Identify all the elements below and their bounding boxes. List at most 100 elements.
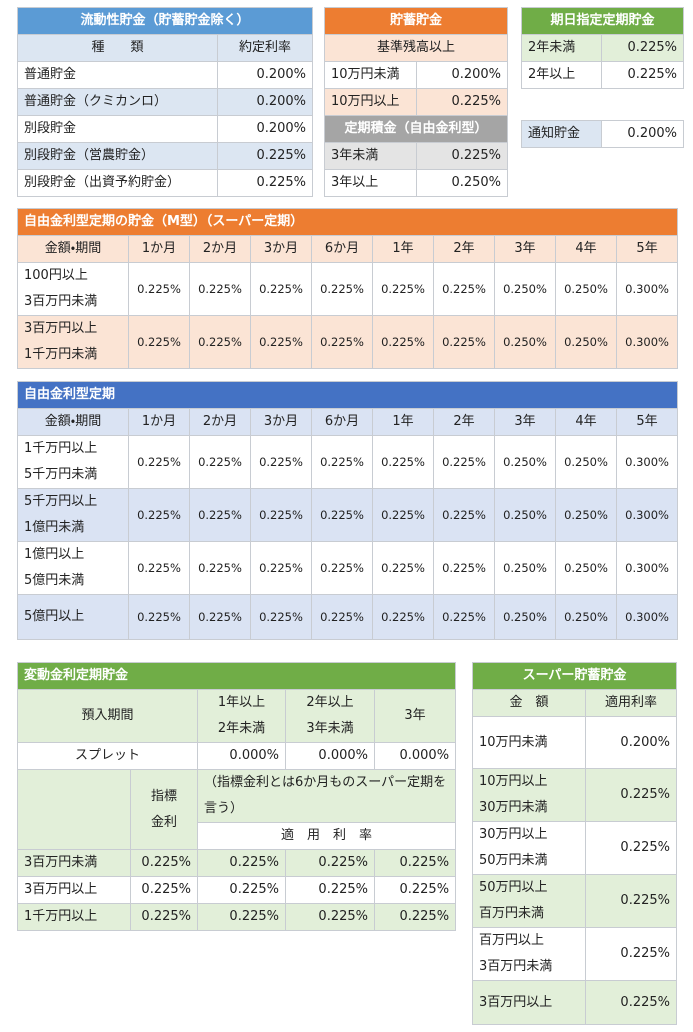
rate: 0.225% [433, 594, 495, 640]
column-header: 金額・期間 [17, 408, 129, 436]
column-header: 適 用 利 率 [196, 822, 457, 850]
rate: 0.225% [311, 435, 373, 489]
row-label: 別段貯金 [17, 115, 218, 143]
row-label: 10万円以上 [324, 88, 417, 116]
savings-table: 貯蓄貯金 基準残高以上 10万円未満 0.200% 10万円以上 0.225% 定期積金（自… [323, 7, 509, 197]
row: 5千万円以上 1億円未満 0.225% 0.225% 0.225% 0.225% 0.225… [17, 488, 679, 542]
column-header: 1年 [372, 235, 434, 263]
row: 通知貯金 0.200% [521, 120, 684, 148]
rate: 0.300% [615, 488, 679, 542]
row: 定期積金（自由金利型） [323, 115, 509, 143]
rate: 0.225% [130, 849, 198, 877]
rate: 0.225% [128, 315, 190, 369]
cell-line: 5億円以上 [24, 609, 85, 624]
rate: 0.300% [615, 315, 679, 369]
rate: 0.225% [189, 435, 251, 489]
rate: 0.225% [197, 876, 286, 904]
rate: 0.225% [189, 541, 251, 595]
row: 3百万円以上 0.225% [472, 980, 677, 1025]
cell-line: 1年以上 [217, 695, 266, 710]
rate: 0.225% [373, 849, 457, 877]
row-label: 普通貯金（クミカンロ） [17, 88, 218, 116]
row-label: 2年以上 [521, 61, 602, 89]
row-label: 1千万円以上 [17, 903, 131, 931]
rate: 0.225% [216, 169, 314, 197]
rate: 0.225% [433, 315, 495, 369]
row: 期日指定定期貯金 [520, 7, 685, 35]
rate: 0.225% [250, 594, 312, 640]
table-title: 定期積金（自由金利型） [323, 115, 509, 143]
cell-line: 3百万円以上 [479, 994, 553, 1010]
amount-range: 1億円以上 5億円未満 [17, 541, 129, 595]
amount-range: 5億円以上 [17, 594, 129, 640]
column-header: 1か月 [128, 408, 190, 436]
rate: 0.225% [433, 541, 495, 595]
row-label: 3百万円未満 [17, 849, 131, 877]
amount-range: 10万円未満 [472, 716, 586, 769]
rate: 0.200% [216, 88, 314, 116]
cell-line: 2年以上 [306, 695, 354, 710]
row: 金 額適用利率 [472, 689, 677, 717]
rate: 0.300% [615, 262, 679, 316]
super-savings-table: スーパー貯蓄貯金金 額適用利率 10万円未満 0.200% 10万円以上 30万円未満 0… [472, 662, 677, 1025]
rate: 0.225% [189, 315, 251, 369]
table-title: スーパー貯蓄貯金 [472, 662, 677, 690]
cell-line: 2年未満 [217, 721, 266, 736]
row: 自由金利型定期 [16, 381, 679, 409]
rate: 0.225% [128, 488, 190, 542]
amount-range: 100円以上 3百万円未満 [17, 262, 129, 316]
rate: 0.225% [197, 903, 286, 931]
column-header: 1年 [372, 408, 434, 436]
column-header: 3年 [494, 408, 556, 436]
rate: 0.225% [600, 61, 685, 89]
row: 変動金利定期貯金 [16, 662, 457, 690]
cell-line: 1千万円以上 [24, 441, 98, 456]
column-header: 4年 [555, 408, 617, 436]
row: 5億円以上 0.225% 0.225% 0.225% 0.225% 0.225% 0.225… [17, 594, 679, 640]
table-body: 流動性貯金（貯蓄貯金除く）種 類約定利率 普通貯金 0.200% 普通貯金（クミカンロ… [16, 7, 314, 197]
table-body: 通知貯金 0.200% [521, 120, 684, 148]
rate: 0.225% [373, 903, 457, 931]
table-title: 貯蓄貯金 [323, 7, 509, 35]
rate: 0.225% [250, 488, 312, 542]
row-label: 別段貯金（出資予約貯金） [17, 169, 218, 197]
row: 3百万円以上 1千万円未満 0.225% 0.225% 0.225% 0.225% 0.22… [17, 315, 679, 369]
row-label: 3年未満 [324, 142, 417, 170]
rate: 0.250% [555, 488, 617, 542]
column-header: 金 額 [472, 689, 586, 717]
row: 1千万円以上 5千万円未満 0.225% 0.225% 0.225% 0.225% 0.22… [17, 435, 679, 489]
super-teiki-table: 自由金利型定期の貯金（M型）（スーパー定期） 金額・期間 1か月 2か月 3か月 6か月 1… [16, 208, 679, 369]
cell-line: 5千万円以上 [24, 494, 98, 509]
rate: 0.250% [555, 435, 617, 489]
rate: 0.200% [585, 716, 677, 769]
column-header: 4年 [555, 235, 617, 263]
table-body: 変動金利定期貯金 預入期間 1年以上 2年未満 2年以上 3年未満 3年 スプレット 0.000… [16, 662, 457, 931]
rate: 0.225% [128, 594, 190, 640]
row: 3百万円以上 0.225% 0.225% 0.225% 0.225% [17, 876, 457, 904]
rate: 0.225% [130, 903, 198, 931]
column-header: 3年 [494, 235, 556, 263]
liquid-table: 流動性貯金（貯蓄貯金除く）種 類約定利率 普通貯金 0.200% 普通貯金（クミカンロ… [16, 7, 314, 197]
table-body: スーパー貯蓄貯金金 額適用利率 10万円未満 0.200% 10万円以上 30万円未満 0… [472, 662, 677, 1025]
rate: 0.225% [128, 262, 190, 316]
rate: 0.250% [555, 541, 617, 595]
free-teiki-table: 自由金利型定期 金額・期間 1か月 2か月 3か月 6か月 1年 2年 3年 4年 5年 1千万円以上… [16, 381, 679, 640]
rate: 0.200% [216, 115, 314, 143]
cell-line: 指標 [150, 788, 177, 804]
row: 10万円以上 0.225% [324, 88, 509, 116]
table-title: 自由金利型定期 [16, 381, 679, 409]
rate: 0.225% [415, 88, 509, 116]
cell-line: 10万円以上 [479, 774, 548, 789]
row: 百万円以上 3百万円未満 0.225% [472, 927, 677, 981]
rate: 0.225% [433, 262, 495, 316]
rate: 0.225% [311, 594, 373, 640]
row: 預入期間 1年以上 2年未満 2年以上 3年未満 3年 [17, 689, 457, 743]
row: 別段貯金（営農貯金） 0.225% [17, 142, 314, 170]
column-header: 指標 金利 [130, 769, 198, 850]
rate: 0.225% [372, 594, 434, 640]
row: 50万円以上 百万円未満 0.225% [472, 874, 677, 928]
rate: 0.225% [585, 980, 677, 1025]
rate: 0.225% [433, 435, 495, 489]
row: 1億円以上 5億円未満 0.225% 0.225% 0.225% 0.225% 0.225%… [17, 541, 679, 595]
